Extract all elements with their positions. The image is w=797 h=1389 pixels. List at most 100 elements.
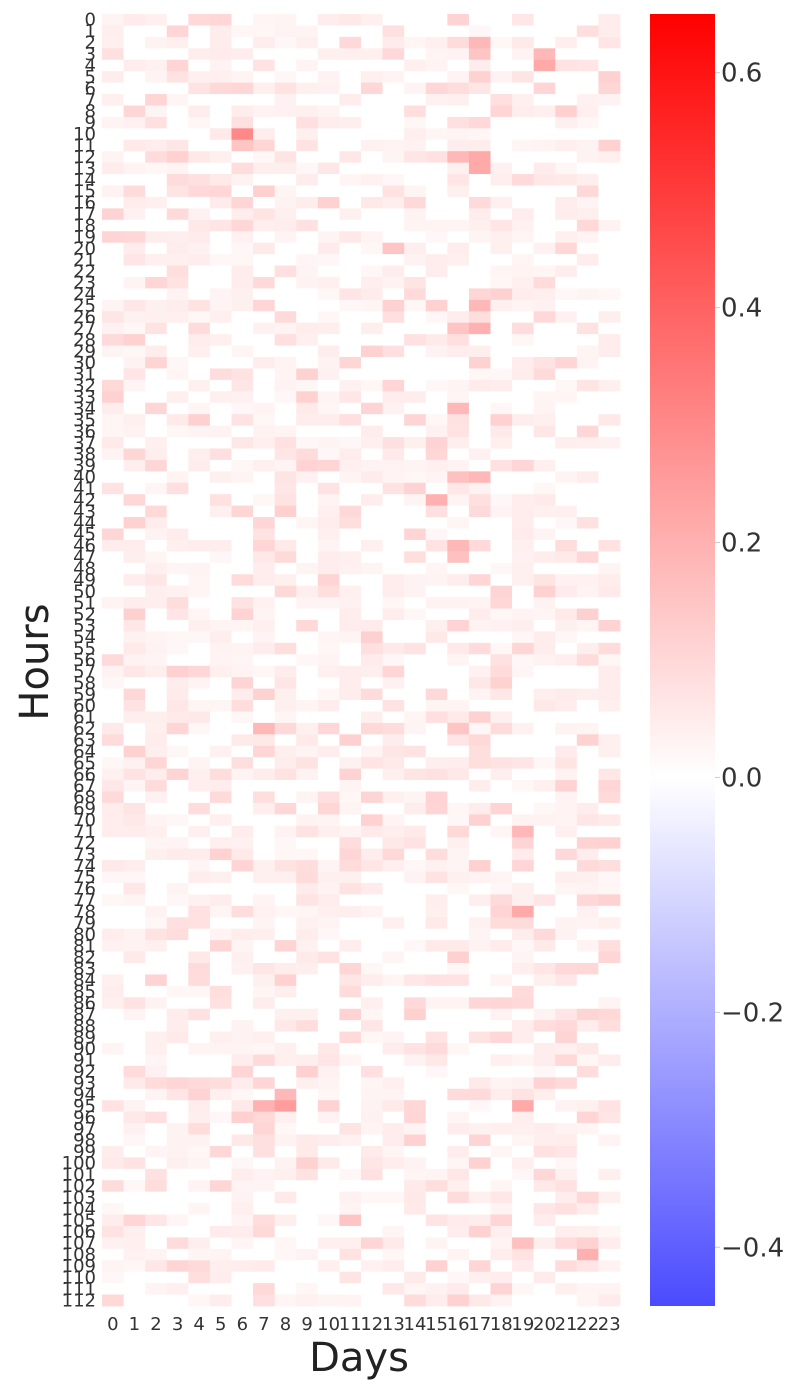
heatmap-cell [339, 437, 362, 449]
heatmap-cell [382, 1214, 405, 1227]
heatmap-cell [317, 151, 340, 164]
heatmap-cell [468, 928, 491, 941]
heatmap-cell [166, 917, 189, 930]
heatmap-cell [425, 208, 448, 221]
heatmap-cell [404, 254, 427, 266]
heatmap-cell [339, 677, 362, 689]
heatmap-cell [188, 1283, 211, 1295]
heatmap-cell [123, 14, 146, 26]
heatmap-cell [188, 276, 211, 289]
y-tick-label: 29 [73, 341, 96, 362]
heatmap-cell [576, 1294, 599, 1307]
heatmap-cell [533, 379, 556, 392]
heatmap-cell [447, 1225, 470, 1238]
heatmap-cell [123, 871, 146, 884]
heatmap-cell [512, 974, 535, 987]
heatmap-cell [166, 528, 189, 541]
heatmap-cell [425, 414, 448, 427]
heatmap-cell [145, 471, 168, 484]
heatmap-cell [404, 1008, 427, 1021]
heatmap-cell [447, 539, 470, 552]
heatmap-cell [533, 242, 556, 255]
heatmap-cell [123, 734, 146, 747]
heatmap-cell [555, 425, 578, 438]
heatmap-cell [296, 551, 319, 564]
heatmap-cell [102, 334, 124, 346]
heatmap-cell [404, 619, 427, 632]
heatmap-cell [512, 1214, 535, 1227]
heatmap-cell [209, 448, 232, 461]
heatmap-cell [425, 951, 448, 964]
heatmap-cell [145, 597, 168, 609]
y-tick-label: 13 [73, 158, 96, 179]
heatmap-cell [188, 368, 211, 381]
heatmap-cell [598, 139, 621, 152]
heatmap-cell [317, 128, 340, 141]
heatmap-cell [490, 59, 513, 72]
heatmap-cell [512, 791, 535, 804]
y-tick-label: 27 [73, 318, 96, 339]
y-tick-label: 1 [85, 21, 96, 42]
heatmap-cell [166, 105, 189, 118]
heatmap-cell [576, 1248, 599, 1261]
heatmap-cell [533, 48, 556, 61]
heatmap-cell [447, 425, 470, 438]
heatmap-cell [555, 1271, 578, 1284]
heatmap-cell [274, 94, 297, 106]
heatmap-cell [317, 1134, 340, 1147]
heatmap-cell [145, 1237, 168, 1250]
heatmap-cell [339, 665, 362, 678]
heatmap-cell [166, 425, 189, 438]
heatmap-cell [447, 814, 470, 827]
heatmap-cell [382, 494, 405, 507]
heatmap-cell [188, 1237, 211, 1250]
heatmap-cell [274, 631, 297, 644]
heatmap-cell [361, 780, 383, 792]
heatmap-cell [209, 928, 232, 941]
heatmap-cell [339, 974, 362, 987]
heatmap-cell [317, 1088, 340, 1101]
heatmap-cell [209, 825, 232, 838]
x-tick-label: 15 [425, 1314, 448, 1335]
heatmap-cell [166, 1203, 189, 1215]
heatmap-cell [490, 94, 513, 106]
heatmap-cell [382, 677, 405, 689]
heatmap-cell [555, 1134, 578, 1147]
heatmap-cell [296, 48, 319, 61]
heatmap-cell [188, 539, 211, 552]
heatmap-cell [598, 299, 621, 312]
heatmap-cell [317, 734, 340, 747]
heatmap-cell [382, 151, 405, 164]
heatmap-cell [145, 311, 168, 324]
heatmap-cell [145, 825, 168, 838]
heatmap-cell [555, 414, 578, 427]
heatmap-cell [296, 1237, 319, 1250]
heatmap-cell [231, 974, 254, 987]
heatmap-cell [231, 871, 254, 884]
heatmap-cell [598, 1203, 621, 1215]
heatmap-cell [555, 825, 578, 838]
heatmap-cell [296, 608, 319, 621]
heatmap-cell [512, 860, 535, 872]
y-tick-label: 82 [73, 947, 96, 968]
heatmap-cell [231, 1168, 254, 1181]
y-tick-label: 96 [73, 1107, 96, 1128]
heatmap-cell [404, 1043, 427, 1055]
heatmap-cell [490, 734, 513, 747]
heatmap-cell [102, 116, 124, 129]
heatmap-cell [490, 448, 513, 461]
x-tick-label: 12 [360, 1314, 383, 1335]
heatmap-cell [317, 528, 340, 541]
heatmap-cell [361, 597, 383, 609]
heatmap-cell [576, 151, 599, 164]
heatmap-cell [598, 962, 621, 975]
heatmap-cell [339, 814, 362, 827]
heatmap-cell [468, 871, 491, 884]
heatmap-cell [361, 962, 383, 975]
heatmap-cell [145, 917, 168, 930]
heatmap-cell [274, 128, 297, 141]
heatmap-cell [490, 688, 513, 701]
heatmap-cell [555, 562, 578, 575]
heatmap-cell [296, 631, 319, 644]
heatmap-cell [576, 825, 599, 838]
